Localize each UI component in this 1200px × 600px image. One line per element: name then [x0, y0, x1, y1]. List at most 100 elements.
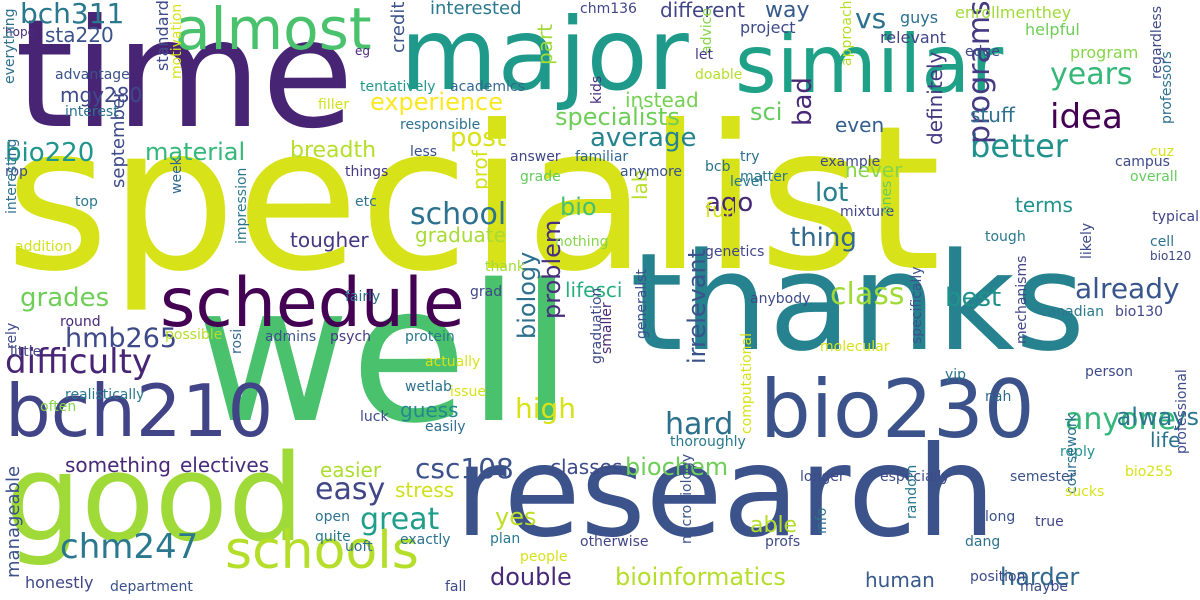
word: bcb — [705, 159, 731, 175]
word: great — [360, 502, 440, 537]
word: graduate — [415, 223, 506, 247]
word: terms — [1015, 193, 1073, 217]
word: hard — [665, 407, 734, 442]
word: difficulty — [5, 342, 153, 382]
word: department — [110, 579, 193, 595]
word: people — [520, 549, 568, 565]
word: nothing — [555, 234, 609, 250]
word: stress — [395, 478, 455, 502]
word: good — [5, 430, 305, 569]
word: specifically — [909, 266, 925, 344]
word: info — [814, 507, 830, 534]
word: best — [945, 283, 1002, 313]
word: csc108 — [415, 452, 514, 485]
word: filler — [318, 97, 349, 113]
word: tougher — [290, 228, 369, 252]
word: life — [1150, 428, 1181, 452]
word: material — [145, 138, 246, 166]
word: easier — [320, 458, 382, 482]
word: thank — [485, 259, 525, 275]
word: anyone — [1065, 402, 1176, 437]
word: bch311 — [20, 0, 125, 30]
word: canadian — [1040, 304, 1104, 320]
word: easily — [425, 419, 466, 435]
word: bio — [560, 193, 597, 221]
word: psych — [330, 329, 372, 345]
word: everything — [2, 8, 18, 84]
word: less — [410, 144, 438, 160]
word: harder — [1000, 563, 1080, 591]
word: honestly — [25, 573, 94, 592]
word: interested — [430, 0, 522, 19]
word: interest — [65, 104, 119, 120]
word: fall — [445, 579, 467, 595]
word: anymore — [620, 164, 683, 180]
word: able — [750, 513, 798, 538]
word: little — [10, 344, 42, 360]
word: level — [730, 174, 764, 190]
word: graduation — [589, 287, 605, 364]
word: cell — [1150, 234, 1175, 250]
word: similar — [735, 18, 1004, 111]
word: overall — [1130, 169, 1178, 185]
word: yes — [495, 503, 537, 531]
word: electives — [180, 453, 270, 477]
word: realistically — [65, 387, 145, 403]
word: program — [1070, 43, 1139, 62]
word: average — [590, 123, 697, 153]
word: lifesci — [565, 278, 623, 302]
word: thanks — [630, 224, 1086, 381]
word: hmb265 — [65, 323, 178, 354]
word: wetlab — [405, 379, 452, 395]
word: nah — [985, 389, 1012, 405]
word: computational — [739, 332, 755, 434]
word: longer — [800, 469, 845, 485]
word: bio130 — [1115, 304, 1164, 320]
word: otherwise — [580, 534, 649, 550]
word: profs — [765, 534, 801, 550]
word: person — [1085, 364, 1133, 380]
word: things — [345, 164, 389, 180]
word: uoft — [345, 539, 373, 555]
word: idea — [1050, 97, 1123, 137]
word: maybe — [1020, 579, 1069, 595]
word: matter — [740, 169, 788, 185]
word: week — [169, 157, 185, 194]
word: schools — [225, 521, 419, 581]
word: tough — [985, 229, 1026, 245]
word: professors — [1159, 51, 1175, 124]
word: likely — [1079, 222, 1095, 259]
word: time — [15, 0, 354, 162]
word: sucks — [1065, 484, 1105, 500]
word: thoroughly — [670, 434, 746, 450]
word: different — [660, 0, 745, 22]
word: doable — [695, 67, 743, 83]
word: reply — [1060, 444, 1096, 460]
word: familiar — [575, 149, 629, 165]
word: sta220 — [45, 23, 114, 47]
word: ago — [705, 188, 754, 218]
word: quite — [315, 529, 351, 545]
word: tentatively — [360, 79, 436, 95]
word: responsible — [400, 117, 481, 133]
word: ones — [879, 180, 895, 214]
word: long — [985, 509, 1016, 525]
word: specialists — [555, 103, 680, 131]
word: typical — [1152, 209, 1199, 225]
word: hope — [5, 25, 35, 39]
word: coursework — [1064, 413, 1080, 494]
word: something — [65, 453, 171, 477]
word: thing — [790, 223, 857, 253]
word: part — [533, 23, 557, 65]
word: answer — [510, 149, 561, 165]
word: position — [970, 569, 1026, 585]
word: bio220 — [5, 138, 95, 168]
word: chm136 — [580, 1, 637, 17]
word: mechanisms — [1014, 255, 1030, 344]
word: high — [515, 392, 577, 425]
word: enrollmenthey — [955, 3, 1072, 22]
word: classes — [550, 455, 623, 479]
word: guess — [400, 398, 459, 422]
word: relevant — [880, 28, 947, 47]
